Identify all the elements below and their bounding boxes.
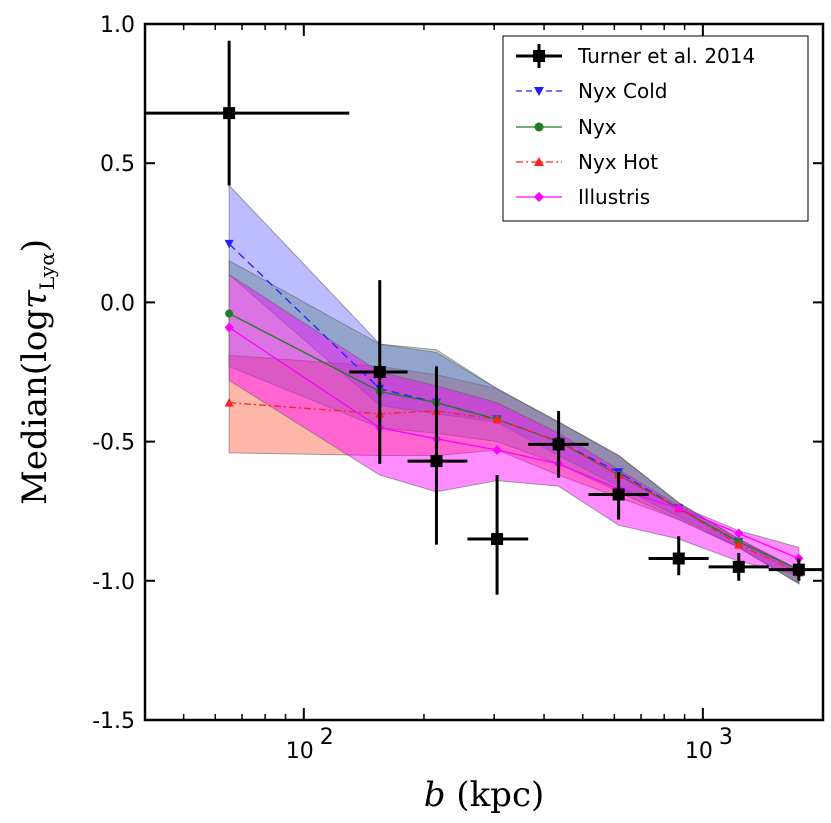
legend-entry-illustris: Illustris: [516, 185, 650, 209]
y-tick-label-0: 1.0: [100, 13, 135, 38]
legend-label-nyx-cold: Nyx Cold: [578, 79, 667, 103]
turner-point-2: [430, 455, 443, 468]
legend-label-illustris: Illustris: [578, 185, 650, 209]
legend-entry-nyx-hot: Nyx Hot: [516, 150, 658, 174]
legend-entry-nyx-cold: Nyx Cold: [516, 79, 667, 103]
turner-point-7: [732, 560, 745, 573]
legend-entry-nyx: Nyx: [516, 115, 617, 139]
nyx-cold-point-0: [224, 239, 234, 249]
turner-point-1: [373, 366, 386, 378]
y-tick-label-4: -1.0: [92, 570, 135, 595]
legend-nyx-hot-marker: [534, 157, 544, 166]
nyx-point-0: [225, 309, 234, 318]
turner-point-0: [223, 107, 236, 120]
x-axis-title: b (kpc): [424, 775, 545, 815]
illustris-point-3: [492, 444, 502, 455]
y-tick-label-1: 0.5: [100, 152, 135, 177]
x-tick-label-1: 10: [685, 739, 713, 764]
legend-label-turner: Turner et al. 2014: [577, 44, 755, 68]
illustris-point-0: [224, 322, 234, 333]
plot-frame: [143, 22, 825, 722]
y-axis-title-suffix: ): [15, 239, 55, 252]
y-tick-label-2: 0.0: [100, 291, 135, 316]
legend-nyx-marker: [534, 122, 544, 132]
nyx-hot-point-7: [734, 540, 744, 549]
x-tick-label-0: 10: [286, 739, 314, 764]
legend-entry-turner: Turner et al. 2014: [516, 44, 755, 68]
turner-point-8: [792, 563, 805, 576]
y-axis-title-tau: τ: [15, 289, 55, 309]
legend-label-nyx-hot: Nyx Hot: [578, 150, 658, 174]
y-axis-title: Median(logτLyα): [15, 239, 59, 505]
y-tick-label-3: -0.5: [92, 431, 135, 456]
legend-label-nyx: Nyx: [578, 115, 617, 139]
legend-nyx-cold-marker: [534, 87, 544, 96]
y-axis-title-subscript: Lyα: [35, 252, 59, 290]
turner-point-5: [612, 488, 625, 501]
turner-point-3: [491, 533, 504, 546]
y-tick-label-5: -1.5: [92, 709, 135, 734]
nyx-hot-point-0: [224, 398, 234, 407]
x-tick-label-exp-1: 3: [719, 725, 733, 750]
nyx-hot-point-3: [492, 414, 502, 424]
x-axis-title-italic: b: [424, 775, 446, 815]
x-axis-title-rest: (kpc): [446, 775, 545, 815]
turner-point-6: [672, 552, 685, 565]
legend-box: [502, 35, 809, 222]
legend-illustris-marker: [534, 192, 544, 202]
legend-turner-marker: [533, 50, 545, 62]
y-axis-title-prefix: Median(log: [15, 309, 55, 505]
x-tick-label-exp-0: 2: [320, 725, 334, 750]
turner-point-4: [552, 438, 565, 451]
legend: Turner et al. 2014 Nyx Cold Nyx Nyx Hot …: [502, 35, 809, 222]
illustris-point-6: [674, 503, 684, 514]
observation-points: [145, 40, 823, 595]
illustris-point-7: [734, 528, 744, 539]
